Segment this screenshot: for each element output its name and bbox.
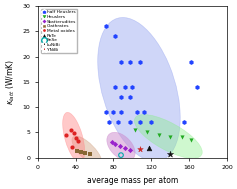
Point: [77, 140, 80, 143]
Point: [69, 128, 73, 131]
Point: [145, 131, 148, 134]
Point: [189, 139, 193, 142]
Point: [104, 111, 108, 114]
Point: [112, 111, 115, 114]
Point: [195, 85, 199, 88]
Point: [123, 85, 127, 88]
Point: [74, 137, 77, 140]
Point: [147, 146, 151, 149]
Point: [130, 85, 134, 88]
Point: [119, 154, 123, 157]
Point: [76, 149, 79, 153]
Point: [104, 25, 108, 28]
Point: [128, 95, 131, 98]
Ellipse shape: [134, 115, 202, 158]
Point: [72, 132, 76, 135]
Point: [149, 121, 153, 124]
Point: [168, 152, 172, 155]
Ellipse shape: [107, 132, 135, 161]
X-axis label: average mass per atom: average mass per atom: [87, 176, 178, 185]
Point: [123, 146, 127, 149]
Point: [83, 152, 87, 155]
Point: [133, 128, 137, 131]
Point: [107, 121, 111, 124]
Point: [79, 151, 83, 154]
Point: [114, 142, 117, 145]
Point: [157, 133, 161, 136]
Point: [128, 149, 131, 152]
Point: [114, 35, 117, 38]
Point: [64, 133, 68, 136]
Point: [142, 111, 146, 114]
Point: [118, 145, 122, 148]
Point: [135, 111, 139, 114]
Y-axis label: $\kappa_{latt}$ (W/mK): $\kappa_{latt}$ (W/mK): [4, 59, 17, 105]
Point: [180, 136, 183, 139]
Point: [114, 85, 117, 88]
Point: [182, 121, 186, 124]
Legend: half Heuslers, Heuslers, Skatterudites, Clathrates, Metal oxides, PbTe, SnSe, Lu: half Heuslers, Heuslers, Skatterudites, …: [41, 9, 77, 53]
Point: [88, 153, 92, 156]
Point: [138, 121, 142, 124]
Point: [119, 95, 123, 98]
Point: [189, 60, 193, 63]
Ellipse shape: [63, 112, 85, 163]
Point: [138, 60, 142, 63]
Ellipse shape: [98, 18, 180, 161]
Point: [110, 141, 114, 144]
Point: [138, 147, 142, 150]
Point: [119, 111, 123, 114]
Point: [128, 121, 132, 124]
Ellipse shape: [72, 136, 102, 166]
Point: [70, 145, 74, 148]
Point: [116, 121, 120, 124]
Point: [128, 60, 131, 63]
Point: [168, 136, 172, 139]
Point: [119, 60, 123, 63]
